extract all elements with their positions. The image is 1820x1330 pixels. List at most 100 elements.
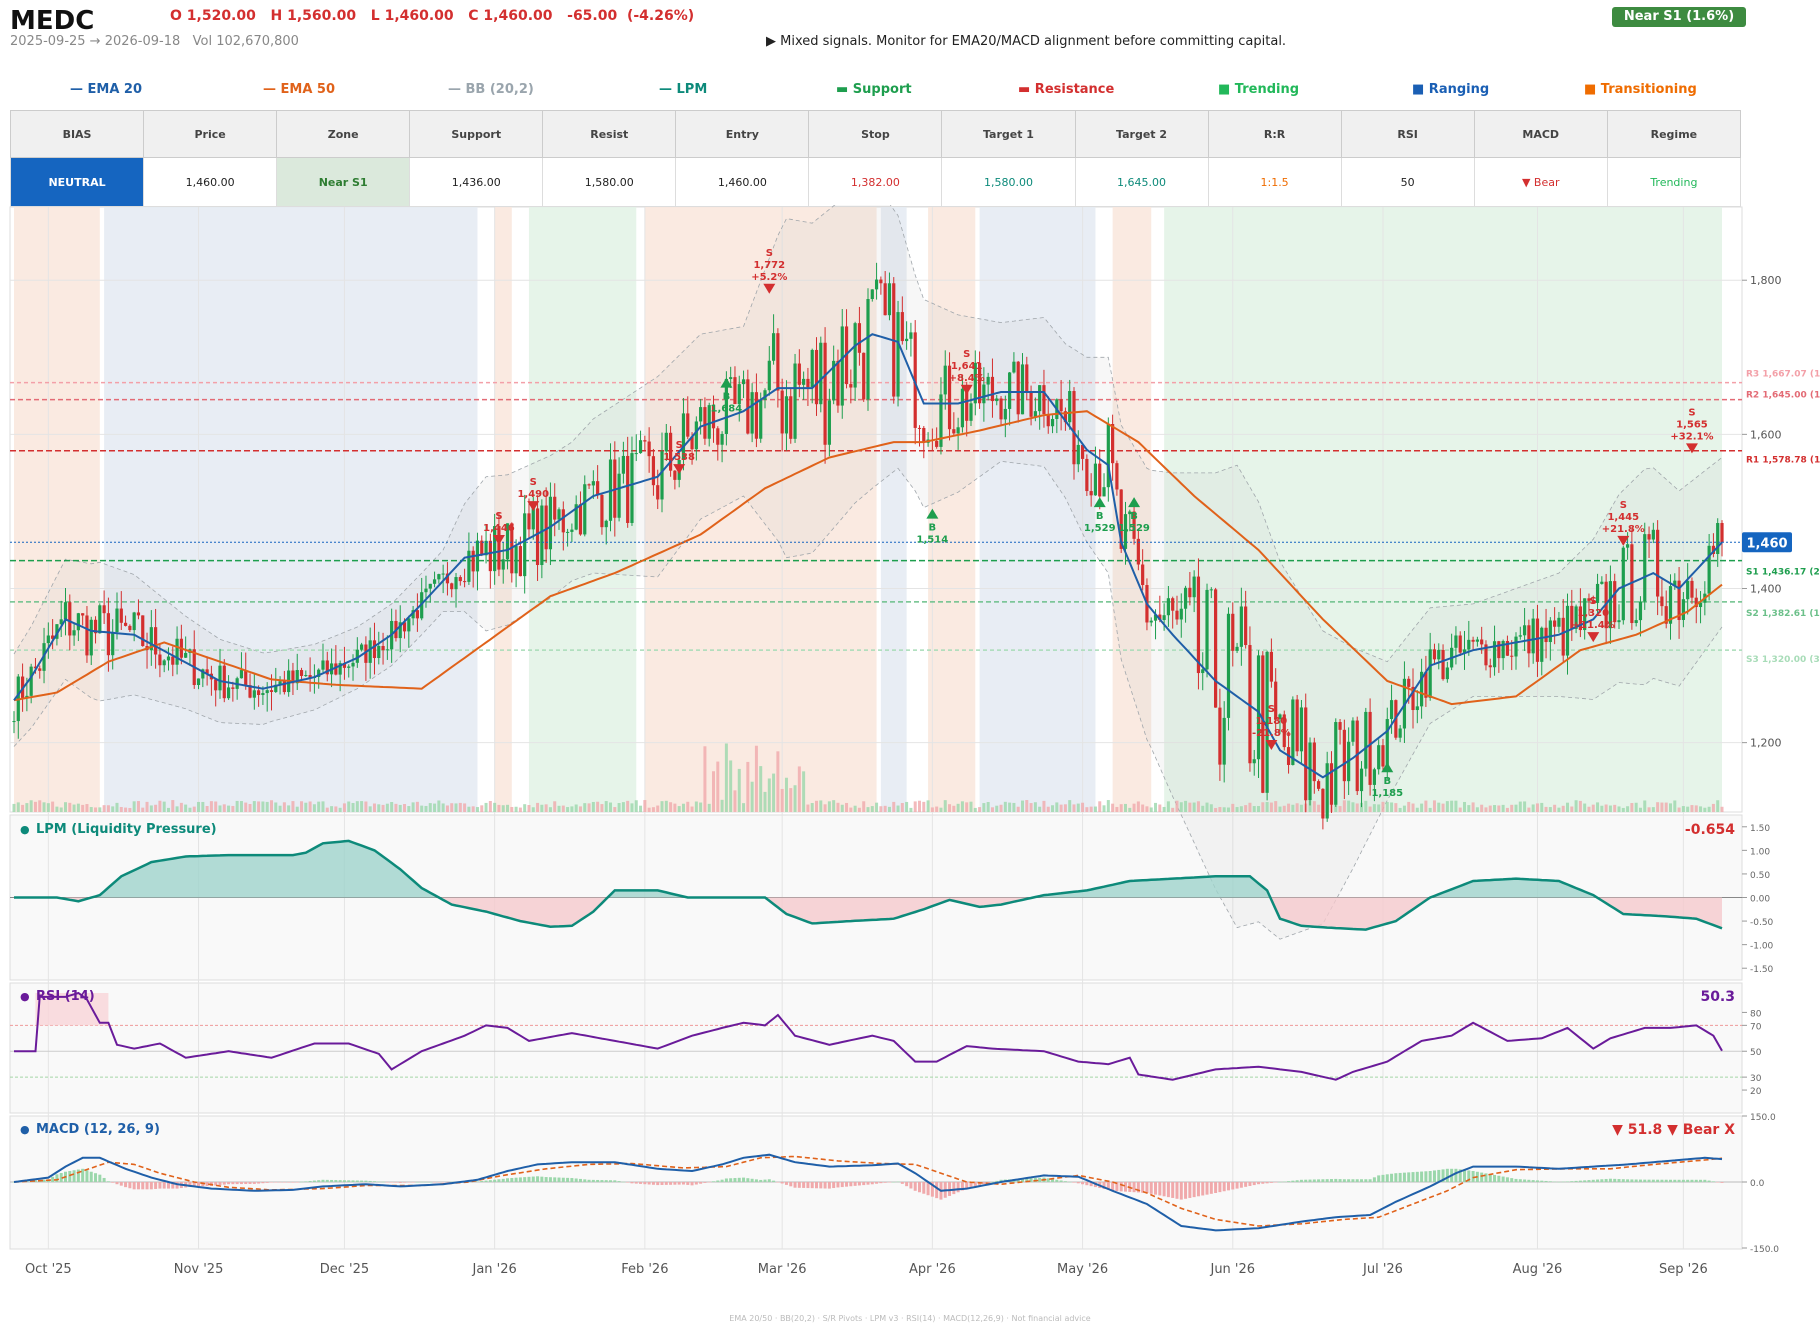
volume-bar (136, 801, 140, 812)
volume-bar (574, 804, 578, 812)
volume-bar (1643, 800, 1647, 812)
macd-histogram-bar (261, 1182, 265, 1184)
macd-histogram-bar (437, 1182, 441, 1183)
signal-label: 1,446 (483, 523, 515, 534)
macd-histogram-bar (231, 1182, 235, 1185)
macd-histogram-bar (900, 1182, 904, 1184)
candle (1475, 636, 1479, 647)
candle (1317, 779, 1321, 792)
candle (102, 590, 106, 625)
candle (874, 262, 879, 300)
macd-histogram-bar (1643, 1179, 1647, 1182)
macd-histogram-bar (1364, 1179, 1368, 1182)
volume-bar (1226, 807, 1230, 812)
volume-bar (501, 805, 505, 812)
macd-histogram-bar (1355, 1179, 1359, 1182)
volume-bar (870, 806, 874, 812)
macd-histogram-bar (149, 1182, 153, 1190)
legend-item[interactable]: — BB (20,2) (448, 82, 534, 97)
volume-bar (1252, 806, 1256, 812)
macd-histogram-bar (845, 1182, 849, 1187)
candle (1188, 571, 1192, 606)
rsi-dot-icon: ● (20, 990, 30, 1003)
volume-bar (686, 801, 690, 812)
macd-histogram-bar (1441, 1169, 1445, 1182)
volume-bar (1372, 804, 1376, 812)
volume-bar (617, 803, 621, 812)
macd-histogram-bar (712, 1181, 716, 1182)
candle (1415, 690, 1419, 724)
candle (1600, 576, 1604, 585)
candle (141, 615, 145, 647)
candle (1256, 650, 1261, 779)
volume-bar (300, 801, 304, 812)
macd-histogram-bar (1660, 1179, 1664, 1182)
volume-bar (154, 804, 158, 812)
macd-histogram-bar (1407, 1172, 1411, 1182)
regime-band (644, 207, 877, 812)
volume-bar (1046, 806, 1050, 812)
legend-item[interactable]: — EMA 50 (263, 82, 336, 97)
volume-bar (235, 800, 239, 812)
buy-signal-marker (926, 508, 939, 519)
candle (1128, 509, 1132, 532)
volume-bar (1707, 806, 1711, 812)
macd-histogram-bar (875, 1182, 879, 1184)
candle (38, 665, 42, 679)
candle (432, 571, 437, 588)
volume-bar (192, 806, 196, 812)
volume-bar (1244, 805, 1248, 812)
volume-bar (171, 800, 175, 812)
legend-item[interactable]: — EMA 20 (70, 82, 143, 97)
macd-histogram-bar (621, 1181, 625, 1183)
macd-histogram-bar (484, 1180, 488, 1182)
volume-bar (68, 802, 72, 812)
volume-bar (1136, 801, 1140, 812)
volume-bar (583, 803, 587, 812)
legend-item[interactable]: — LPM (659, 82, 708, 97)
candle (1471, 636, 1475, 651)
volume-bar (887, 806, 891, 812)
price-chart[interactable]: Oct '25 Nov '25 Dec '25 Jan '26 Feb '26 Mar '… (0, 205, 1820, 1315)
legend-item[interactable]: ▬ Support (836, 82, 912, 97)
legend-item[interactable]: ■ Ranging (1412, 82, 1490, 97)
volume-bar (38, 800, 42, 812)
legend-item[interactable]: ■ Trending (1218, 82, 1300, 97)
signal-label: B (1096, 511, 1104, 522)
candle (540, 499, 544, 579)
volume-bar (905, 801, 909, 812)
lpm-tick-label: -1.00 (1750, 942, 1774, 952)
candle (501, 542, 505, 584)
legend-item[interactable]: ■ Transitioning (1584, 82, 1697, 97)
candle (1462, 630, 1467, 670)
signal-label: B (1383, 776, 1391, 787)
volume-bar (531, 807, 535, 812)
volume-bar (557, 805, 561, 812)
macd-title: MACD (12, 26, 9) (36, 1122, 160, 1137)
volume-bar (51, 801, 55, 812)
candle (969, 393, 973, 427)
macd-histogram-bar (527, 1176, 531, 1182)
volume-bar (1269, 802, 1273, 812)
candle (1643, 522, 1647, 610)
candle (1351, 717, 1355, 746)
macd-histogram-bar (626, 1182, 630, 1183)
candle (128, 624, 132, 633)
macd-histogram-bar (403, 1182, 407, 1183)
volume-bar (1111, 803, 1115, 812)
candle (1587, 593, 1591, 615)
legend-item[interactable]: ▬ Resistance (1018, 82, 1115, 97)
macd-histogram-bar (793, 1182, 797, 1188)
volume-bar (1647, 807, 1651, 812)
volume-bar (570, 806, 574, 812)
macd-histogram-bar (1248, 1182, 1252, 1186)
candle (171, 646, 175, 677)
volume-bar (1390, 802, 1394, 812)
volume-bar (63, 802, 67, 812)
sell-signal-marker (1685, 443, 1698, 454)
volume-bar (420, 805, 424, 812)
candle (1372, 767, 1376, 802)
volume-bar (29, 800, 33, 812)
candle (1171, 596, 1175, 629)
candle (119, 591, 123, 631)
